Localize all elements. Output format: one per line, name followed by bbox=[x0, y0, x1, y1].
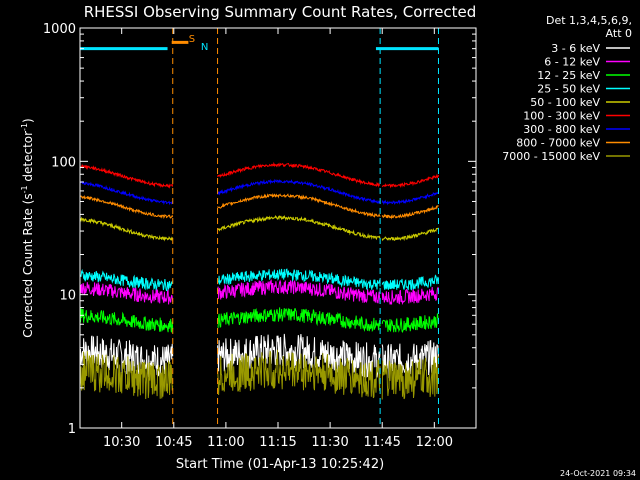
y-axis-label-part: Corrected Count Rate (s bbox=[21, 193, 35, 337]
x-tick-label: 11:30 bbox=[311, 435, 348, 450]
series-line bbox=[79, 335, 174, 378]
x-axis-label: Start Time (01-Apr-13 10:25:42) bbox=[176, 457, 384, 472]
legend-header: Att 0 bbox=[606, 27, 632, 40]
series-line bbox=[217, 214, 381, 241]
series-line bbox=[79, 216, 174, 242]
series-line bbox=[381, 205, 439, 220]
series-line bbox=[381, 191, 439, 206]
series-line bbox=[217, 349, 381, 399]
flag-label: N bbox=[201, 42, 208, 53]
x-tick-label: 11:45 bbox=[363, 435, 400, 450]
y-axis-label: Corrected Count Rate (s-1 detector-1) bbox=[20, 118, 35, 337]
series-line bbox=[217, 178, 381, 205]
series-line bbox=[79, 194, 174, 219]
series-line bbox=[381, 313, 439, 334]
y-axis-label-sup: -1 bbox=[20, 123, 29, 131]
x-axis: 10:30 10:45 11:00 11:15 11:30 11:45 12:00 bbox=[103, 28, 453, 450]
series-line bbox=[217, 333, 381, 378]
series-line bbox=[217, 161, 381, 188]
x-tick-label: 10:30 bbox=[103, 435, 140, 450]
y-axis: 1 10 100 1000 bbox=[43, 22, 476, 437]
legend-label: 50 - 100 keV bbox=[530, 96, 600, 109]
series-line bbox=[217, 279, 381, 305]
series-line bbox=[79, 308, 174, 334]
legend-header: Det 1,3,4,5,6,9, bbox=[546, 14, 632, 27]
series-line bbox=[79, 180, 173, 206]
series-line bbox=[79, 268, 174, 292]
x-tick-label: 11:15 bbox=[259, 435, 296, 450]
legend-label: 7000 - 15000 keV bbox=[502, 150, 600, 163]
y-axis-label-sup: -1 bbox=[20, 185, 29, 193]
y-tick-label: 1000 bbox=[43, 22, 76, 37]
y-tick-label: 1 bbox=[68, 422, 76, 437]
plot-area: SN bbox=[79, 28, 439, 428]
series-line bbox=[79, 282, 174, 305]
y-tick-label: 100 bbox=[51, 155, 76, 170]
y-axis-label-part: detector bbox=[21, 131, 35, 186]
footer-date: 24-Oct-2021 09:34 bbox=[560, 469, 636, 478]
series-line bbox=[381, 227, 439, 242]
series-line bbox=[217, 268, 381, 290]
series-line bbox=[79, 350, 174, 400]
legend-label: 3 - 6 keV bbox=[551, 42, 600, 55]
flag-label: S bbox=[189, 34, 195, 45]
x-tick-label: 10:45 bbox=[155, 435, 192, 450]
series-line bbox=[381, 286, 439, 306]
series-line bbox=[381, 355, 439, 400]
legend-label: 6 - 12 keV bbox=[544, 56, 600, 69]
legend-label: 25 - 50 keV bbox=[537, 83, 600, 96]
legend-label: 100 - 300 keV bbox=[523, 110, 600, 123]
legend-label: 300 - 800 keV bbox=[523, 123, 600, 136]
legend-label: 12 - 25 keV bbox=[537, 69, 600, 82]
x-tick-label: 12:00 bbox=[416, 435, 453, 450]
series-line bbox=[79, 163, 174, 189]
series-line bbox=[217, 192, 381, 218]
series-line bbox=[381, 173, 439, 189]
series-line bbox=[217, 307, 381, 333]
chart-title: RHESSI Observing Summary Count Rates, Co… bbox=[84, 3, 477, 21]
y-tick-label: 10 bbox=[59, 289, 76, 304]
series-line bbox=[381, 274, 439, 291]
x-tick-label: 11:00 bbox=[207, 435, 244, 450]
y-axis-label-part: ) bbox=[21, 118, 35, 123]
legend-label: 800 - 7000 keV bbox=[516, 137, 600, 150]
